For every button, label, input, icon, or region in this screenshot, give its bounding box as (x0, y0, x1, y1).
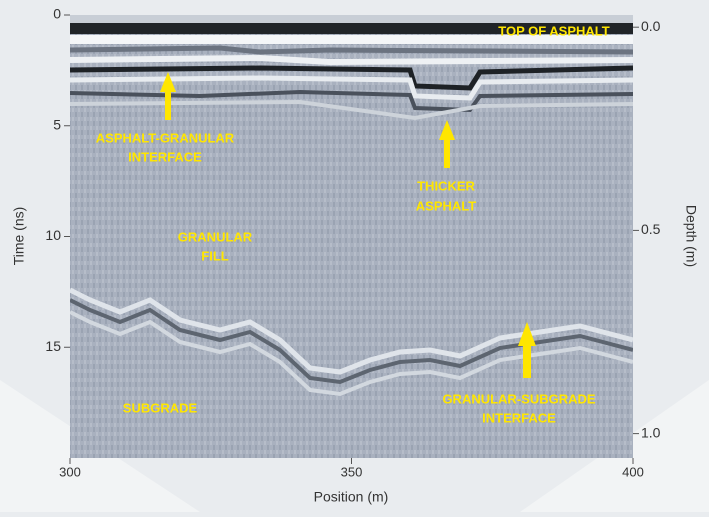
annotation: INTERFACE (482, 410, 556, 425)
annotation: FILL (201, 248, 228, 263)
annotation: INTERFACE (128, 149, 202, 164)
chart: TOP OF ASPHALT ASPHALT-GRANULAR INTERFAC… (0, 0, 709, 512)
x-tick-label: 400 (622, 464, 644, 479)
y-tick-label: 5 (53, 116, 61, 132)
y2-tick-label: 0.0 (641, 18, 661, 34)
y2-tick-label: 1.0 (641, 424, 661, 440)
y-axis-label: Time (ns) (11, 207, 27, 266)
annotation: TOP OF ASPHALT (498, 23, 610, 38)
annotation: ASPHALT-GRANULAR (96, 130, 235, 145)
y-tick-label: 0 (53, 6, 61, 22)
y2-tick-label: 0.5 (641, 221, 661, 237)
y2-axis-label: Depth (m) (683, 205, 699, 267)
x-tick-label: 350 (341, 464, 363, 479)
y-tick-label: 15 (45, 338, 61, 354)
band (70, 15, 633, 23)
x-axis-label: Position (m) (314, 489, 389, 505)
annotation: ASPHALT (416, 198, 476, 213)
annotation: THICKER (417, 178, 475, 193)
annotation: GRANULAR (178, 229, 253, 244)
annotation: GRANULAR-SUBGRADE (442, 391, 595, 406)
annotation: SUBGRADE (123, 400, 198, 415)
y-tick-label: 10 (45, 227, 61, 243)
x-tick-label: 300 (59, 464, 81, 479)
